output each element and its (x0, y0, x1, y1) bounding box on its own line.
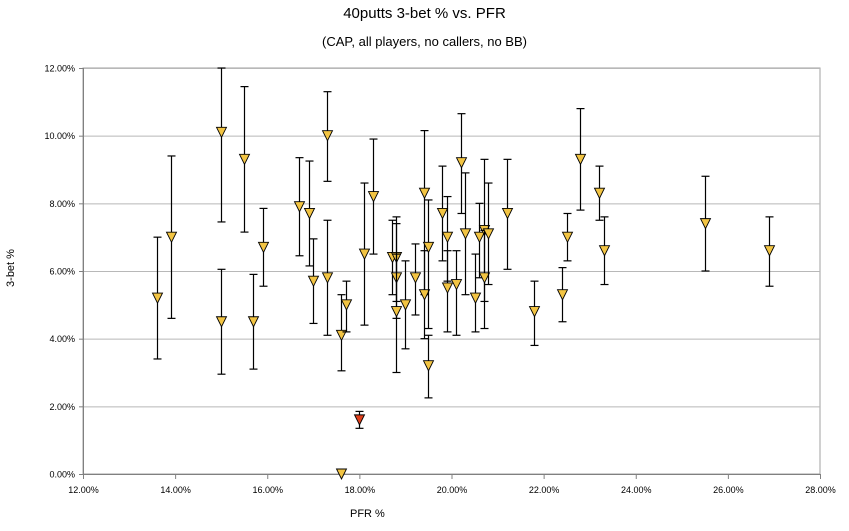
x-tick-label: 16.00% (252, 485, 283, 495)
data-point (699, 218, 712, 230)
data-point (501, 208, 514, 220)
data-point (528, 306, 541, 318)
data-point (303, 208, 316, 220)
chart-title: 40putts 3-bet % vs. PFR (343, 5, 506, 22)
data-point (418, 187, 431, 200)
x-tick-label: 22.00% (529, 485, 560, 495)
data-point (335, 468, 348, 481)
data-point (165, 231, 178, 244)
y-tick-label: 8.00% (49, 199, 75, 209)
data-point (459, 228, 472, 240)
y-tick-label: 0.00% (49, 470, 75, 480)
data-point (215, 126, 228, 139)
data-point (469, 292, 482, 305)
data-point (340, 299, 353, 311)
chart-subtitle: (CAP, all players, no callers, no BB) (322, 34, 527, 49)
data-point (482, 228, 495, 240)
y-tick-label: 12.00% (44, 64, 75, 74)
data-point (335, 329, 348, 342)
data-point (293, 201, 306, 213)
data-point (441, 282, 454, 294)
data-point (321, 272, 334, 284)
data-point (151, 292, 164, 305)
data-point (593, 187, 606, 200)
data-point (215, 316, 228, 328)
data-point (455, 157, 468, 169)
data-point (422, 241, 435, 254)
y-tick-label: 10.00% (44, 131, 75, 141)
data-point (247, 316, 260, 328)
x-tick-label: 14.00% (160, 485, 191, 495)
data-point (450, 279, 463, 291)
data-point (478, 272, 491, 284)
x-tick-label: 18.00% (345, 485, 376, 495)
data-point (321, 130, 334, 142)
data-point (473, 231, 486, 244)
data-point (422, 360, 435, 372)
data-point (238, 153, 251, 166)
data-point (353, 414, 366, 426)
y-tick-label: 4.00% (49, 334, 75, 344)
data-point (358, 248, 371, 261)
x-axis-label: PFR % (350, 508, 385, 520)
data-point (409, 272, 422, 284)
data-point (436, 208, 449, 220)
data-point (399, 299, 412, 311)
x-tick-label: 28.00% (805, 485, 836, 495)
data-point (307, 275, 320, 288)
x-tick-label: 12.00% (68, 485, 99, 495)
x-tick-label: 24.00% (621, 485, 652, 495)
x-tick-label: 20.00% (437, 485, 468, 495)
y-tick-label: 2.00% (49, 402, 75, 412)
data-point (763, 245, 776, 257)
data-point (556, 289, 569, 301)
data-point (257, 241, 270, 254)
x-tick-label: 26.00% (713, 485, 744, 495)
data-point (574, 153, 587, 166)
data-point (390, 306, 403, 318)
data-point (367, 191, 380, 203)
data-point (441, 231, 454, 244)
data-point (561, 231, 574, 244)
data-point (418, 289, 431, 301)
data-point (598, 245, 611, 257)
y-tick-label: 6.00% (49, 267, 75, 277)
